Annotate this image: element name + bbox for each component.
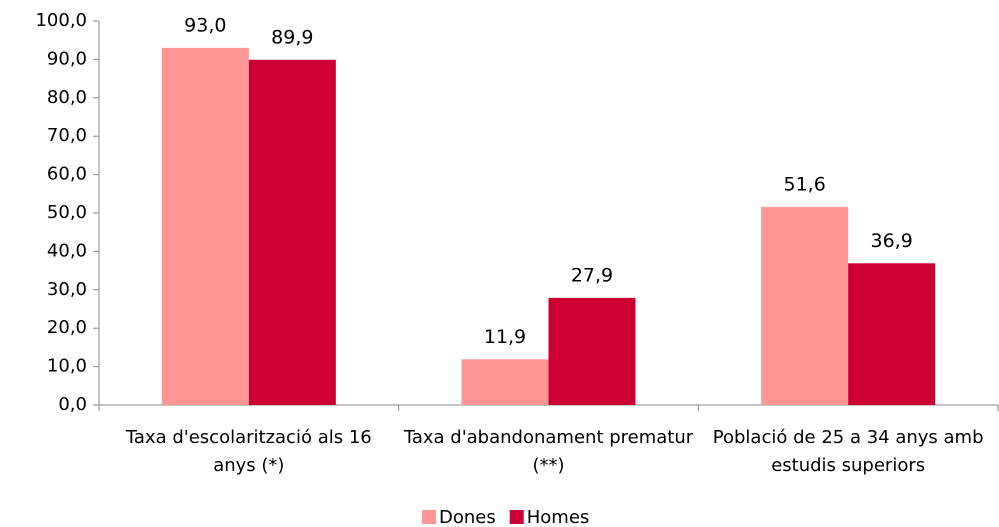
legend-swatch — [509, 510, 524, 524]
legend-label: Dones — [439, 507, 496, 527]
y-tick-label: 100,0 — [35, 10, 87, 31]
y-tick-label: 10,0 — [47, 356, 87, 377]
value-label: 11,9 — [484, 326, 526, 348]
y-tick-label: 30,0 — [47, 279, 87, 300]
y-tick-label: 60,0 — [47, 164, 87, 185]
value-label: 51,6 — [784, 173, 826, 195]
bar — [548, 297, 636, 405]
y-tick-label: 70,0 — [47, 125, 87, 146]
y-tick-label: 20,0 — [47, 317, 87, 338]
bar — [248, 59, 336, 406]
y-tick-label: 40,0 — [47, 240, 87, 261]
value-label: 27,9 — [571, 264, 613, 286]
y-tick-label: 80,0 — [47, 87, 87, 108]
value-label: 93,0 — [184, 14, 226, 36]
bar — [761, 206, 849, 405]
y-tick-label: 0,0 — [58, 394, 87, 415]
x-tick-label: Taxa d'abandonament prematur (**) — [403, 427, 694, 476]
bar — [848, 263, 936, 405]
x-tick-label: Taxa d'escolarització als 16 anys (*) — [125, 427, 372, 476]
value-label: 36,9 — [871, 230, 913, 252]
legend-label: Homes — [527, 507, 590, 527]
y-tick-label: 90,0 — [47, 48, 87, 69]
bar — [461, 359, 549, 405]
x-tick-label: Població de 25 a 34 anys amb estudis sup… — [712, 427, 984, 476]
legend-swatch — [422, 510, 436, 524]
value-label: 89,9 — [271, 26, 313, 48]
bar — [161, 47, 249, 405]
y-tick-label: 50,0 — [47, 202, 87, 223]
